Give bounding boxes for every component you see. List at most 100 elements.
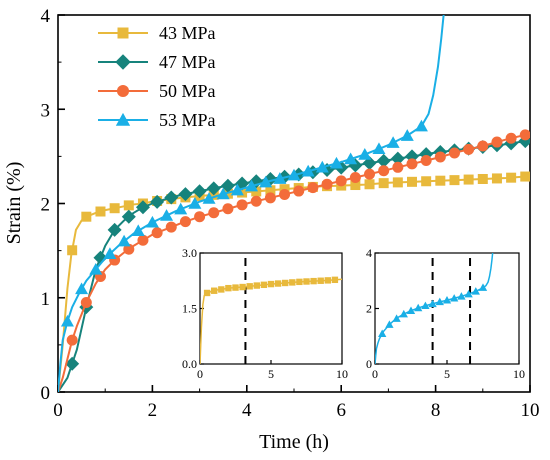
data-point-50-mpa <box>321 178 333 190</box>
data-point-47-mpa <box>178 187 193 202</box>
inset1-data-point-series-0 <box>331 276 339 284</box>
data-point-43-mpa <box>407 176 417 187</box>
inset1-data-point-series-0 <box>289 279 296 286</box>
data-point-50-mpa <box>463 143 475 155</box>
inset1-data-point-series-0 <box>260 281 268 289</box>
data-point-50-mpa <box>179 216 191 228</box>
inset2-data-point-series-0 <box>428 299 437 308</box>
data-point-50-mpa <box>335 175 347 187</box>
data-point-43-mpa <box>265 185 276 196</box>
inset1-data-point-series-0 <box>239 283 246 291</box>
data-point-47-mpa <box>150 194 165 209</box>
inset1-data-point-series-0 <box>218 286 225 293</box>
inset2-x-tick-label: 5 <box>444 367 450 381</box>
data-point-50-mpa <box>236 199 248 211</box>
x-tick-label: 6 <box>336 400 346 421</box>
data-point-43-mpa <box>435 175 446 186</box>
inset1-plot-frame <box>199 252 343 365</box>
inset2-y-tick-label: 4 <box>366 246 372 260</box>
data-point-50-mpa <box>80 296 92 308</box>
data-point-53-mpa <box>117 234 131 247</box>
y-tick-label: 0 <box>41 383 51 404</box>
data-point-50-mpa <box>194 211 206 223</box>
data-point-53-mpa <box>386 136 400 148</box>
inset1-data-point-series-0 <box>317 277 324 284</box>
data-point-50-mpa <box>364 168 376 180</box>
data-point-47-mpa <box>206 181 221 196</box>
inset2-data-point-series-0 <box>478 283 488 291</box>
data-point-47-mpa <box>376 153 391 168</box>
inset1-x-tick-label: 10 <box>336 367 348 381</box>
inset2-data-point-series-0 <box>464 289 473 298</box>
data-point-53-mpa <box>103 247 117 259</box>
legend-marker-3 <box>115 112 131 126</box>
data-point-53-mpa <box>259 175 273 188</box>
data-point-53-mpa <box>60 314 74 327</box>
data-point-50-mpa <box>378 165 390 177</box>
x-tick-label: 8 <box>431 400 441 421</box>
data-point-50-mpa <box>349 171 361 183</box>
data-point-53-mpa <box>358 147 372 160</box>
inset2-data-point-series-0 <box>421 301 430 310</box>
inset1-y-tick-label: 3.0 <box>182 246 197 260</box>
data-point-43-mpa <box>449 175 460 186</box>
data-point-47-mpa <box>121 209 136 224</box>
inset1-y-tick-label: 0.0 <box>182 357 197 371</box>
legend-label-1: 47 MPa <box>159 52 216 72</box>
inset1-data-point-series-0 <box>282 279 289 287</box>
inset2-data-point-series-0 <box>392 314 401 322</box>
data-point-43-mpa <box>95 206 106 217</box>
inset1-data-point-series-0 <box>203 289 211 297</box>
inset2-data-point-series-0 <box>435 297 444 306</box>
legend-label-0: 43 MPa <box>159 23 216 43</box>
y-axis-label: Strain (%) <box>3 162 25 245</box>
data-point-50-mpa <box>519 129 530 141</box>
data-point-53-mpa <box>202 192 216 204</box>
inset2-x-tick-label: 0 <box>372 367 378 381</box>
inset1-x-tick-label: 5 <box>268 367 274 381</box>
data-point-43-mpa <box>81 211 92 222</box>
data-point-53-mpa <box>400 129 414 141</box>
data-point-47-mpa <box>93 250 108 265</box>
data-point-50-mpa <box>264 192 276 204</box>
data-point-53-mpa <box>372 142 386 155</box>
data-point-47-mpa <box>65 356 80 371</box>
data-point-43-mpa <box>520 171 530 182</box>
inset2-data-point-series-0 <box>457 292 466 300</box>
data-point-43-mpa <box>506 172 517 183</box>
data-point-53-mpa <box>89 262 103 275</box>
data-point-50-mpa <box>448 147 460 159</box>
legend-marker-1 <box>115 54 131 70</box>
inset2-data-point-series-0 <box>471 287 480 295</box>
data-point-43-mpa <box>421 176 432 187</box>
inset1-data-point-series-0 <box>310 277 317 285</box>
data-point-50-mpa <box>137 234 149 246</box>
data-point-53-mpa <box>131 224 145 237</box>
inset1-data-point-series-0 <box>246 283 253 290</box>
data-point-50-mpa <box>208 207 220 219</box>
data-point-53-mpa <box>344 152 358 165</box>
inset2-x-tick-label: 10 <box>513 367 525 381</box>
data-point-50-mpa <box>222 203 234 215</box>
data-point-43-mpa <box>364 179 375 190</box>
inset2-y-tick-label: 2 <box>366 302 372 316</box>
data-point-50-mpa <box>505 132 517 144</box>
data-point-43-mpa <box>491 173 502 184</box>
data-point-53-mpa <box>188 197 202 209</box>
data-point-47-mpa <box>192 184 207 199</box>
data-point-50-mpa <box>420 155 432 167</box>
data-point-53-mpa <box>273 172 287 184</box>
inset2-data-point-series-0 <box>399 309 408 318</box>
x-tick-label: 4 <box>242 400 252 421</box>
inset1-data-point-series-0 <box>232 284 239 291</box>
x-tick-label: 10 <box>521 400 540 421</box>
data-point-50-mpa <box>250 195 262 207</box>
data-point-43-mpa <box>463 174 474 185</box>
inset2-data-point-series-0 <box>385 320 394 328</box>
legend-marker-2 <box>116 84 130 98</box>
data-point-50-mpa <box>293 185 305 197</box>
inset1-data-point-series-0 <box>211 287 218 294</box>
inset1-data-point-series-0 <box>324 277 331 284</box>
data-point-53-mpa <box>75 282 89 295</box>
data-point-53-mpa <box>245 179 259 192</box>
